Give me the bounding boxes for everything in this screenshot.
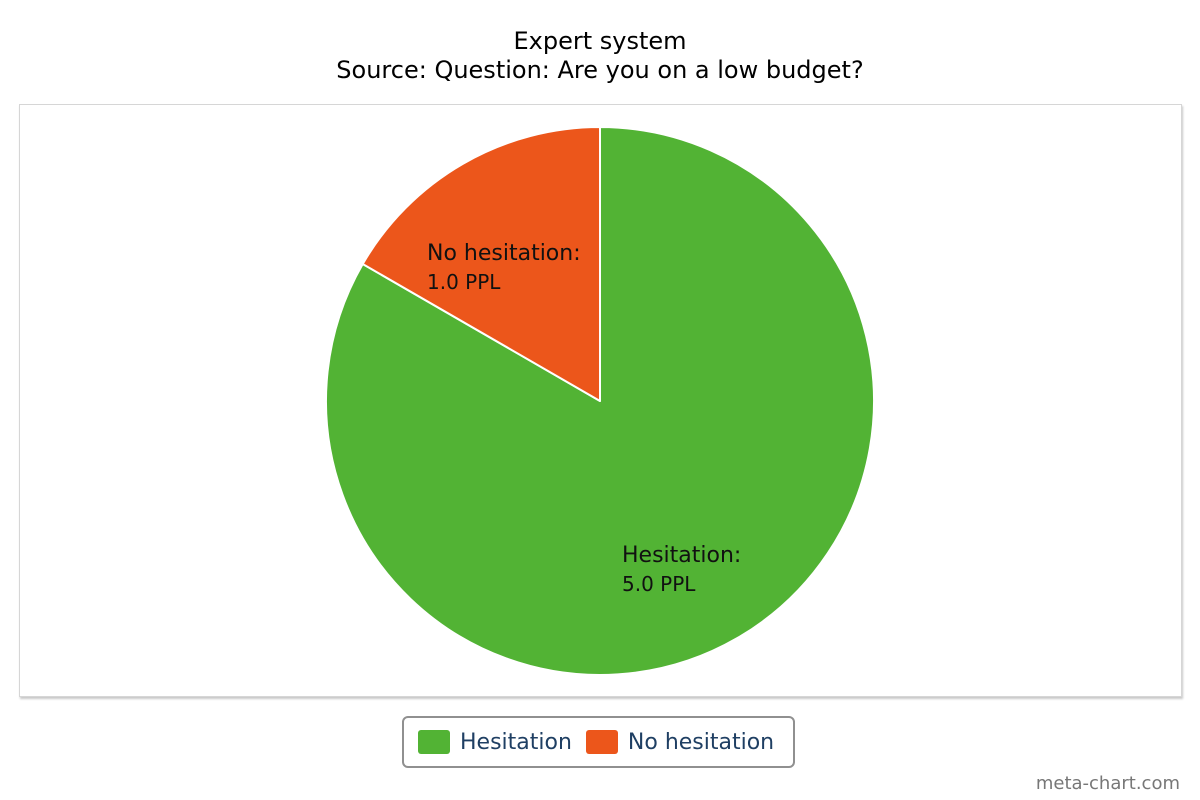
legend-label-hesitation: Hesitation	[460, 729, 572, 755]
credit-link[interactable]: meta-chart.com	[1035, 773, 1180, 794]
chart-legend: Hesitation No hesitation	[402, 716, 795, 768]
legend-item-hesitation[interactable]: Hesitation	[418, 730, 572, 755]
legend-item-no-hesitation[interactable]: No hesitation	[585, 729, 775, 755]
legend-swatch-no-hesitation	[585, 730, 618, 754]
pie-slice-no-hesitation[interactable]	[361, 126, 601, 402]
legend-swatch-hesitation	[418, 730, 450, 754]
legend-label-no-hesitation: No hesitation	[627, 729, 775, 755]
slice-label-hesitation: Hesitation: 5.0 PPL	[622, 543, 741, 596]
chart-subtitle: Source: Question: Are you on a low budge…	[336, 56, 864, 84]
chart-title: Expert system	[513, 27, 687, 55]
slice-label-no-hesitation: No hesitation: 1.0 PPL	[427, 241, 581, 294]
